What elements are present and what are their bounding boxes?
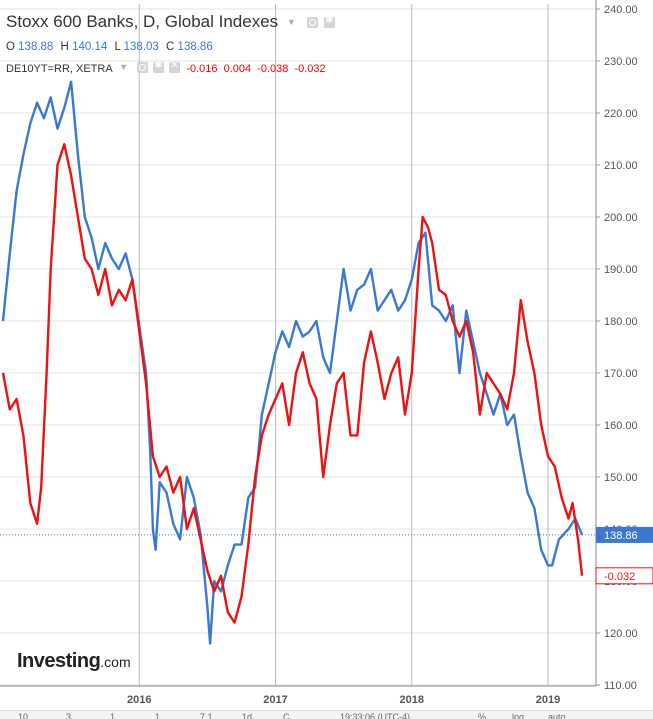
last-value-label: -0.032 (604, 571, 635, 583)
high-value: 140.14 (72, 41, 108, 53)
y-tick-label: 160.00 (604, 420, 638, 432)
y-tick-label: 170.00 (604, 368, 638, 380)
open-value: 138.88 (18, 41, 54, 53)
y-tick-label: 110.00 (604, 680, 637, 692)
title-dropdown-icon[interactable]: ▼ (286, 17, 296, 27)
chart-title-row: Stoxx 600 Banks, D, Global Indexes ▼ (6, 12, 336, 32)
y-tick-label: 190.00 (604, 264, 638, 276)
bottom-toolbar-item[interactable]: C (283, 712, 290, 719)
y-tick-label: 180.00 (604, 316, 638, 328)
last-value-label: 138.86 (604, 530, 638, 542)
indicator-settings-icon[interactable] (153, 60, 165, 73)
x-tick-label: 2018 (400, 694, 424, 706)
indicator-close-icon[interactable] (169, 60, 181, 73)
indicator-value-1: -0.016 (186, 63, 218, 75)
y-tick-label: 230.00 (604, 56, 638, 68)
y-tick-label: 120.00 (604, 628, 638, 640)
y-tick-label: 150.00 (604, 472, 638, 484)
y-tick-label: 240.00 (604, 4, 638, 16)
indicator-value-4: -0.032 (294, 63, 326, 75)
series-line-de10yt (1, 143, 584, 624)
indicator-visibility-icon[interactable] (137, 62, 149, 73)
ohlc-row: O 138.88 H 140.14 L 138.03 C 138.86 (6, 41, 217, 53)
settings-icon[interactable] (324, 15, 336, 28)
bottom-toolbar: 10 3 1 1 7.1 1d C 19:33:06 (UTC-4)% log auto (0, 710, 653, 719)
x-tick-label: 2016 (127, 694, 151, 706)
low-value: 138.03 (123, 41, 159, 53)
x-tick-label: 2017 (263, 694, 287, 706)
bottom-toolbar-item[interactable]: auto (548, 712, 566, 719)
x-tick-label: 2019 (536, 694, 560, 706)
bottom-toolbar-item[interactable]: 1 (110, 712, 116, 719)
bottom-toolbar-item[interactable]: 1 (155, 712, 161, 719)
bottom-toolbar-item[interactable]: log (512, 712, 525, 719)
indicator-value-3: -0.038 (257, 63, 289, 75)
chart-title: Stoxx 600 Banks, D, Global Indexes (6, 12, 279, 31)
bottom-toolbar-item[interactable]: 1d (242, 712, 253, 719)
investing-logo: Investing.com (17, 650, 131, 672)
y-tick-label: 200.00 (604, 212, 638, 224)
indicator-dropdown-icon[interactable]: ▼ (119, 62, 129, 72)
last-value-badge (596, 526, 653, 543)
high-label: H (60, 41, 69, 53)
close-value: 138.86 (177, 41, 213, 53)
last-value-badge (595, 567, 653, 585)
low-label: L (114, 41, 121, 53)
series-line-stoxx600-banks (1, 80, 584, 645)
close-label: C (166, 41, 175, 53)
visibility-icon[interactable] (306, 17, 318, 28)
y-tick-label: 220.00 (604, 108, 638, 120)
bottom-toolbar-item[interactable]: 7.1 (200, 712, 213, 719)
indicator-name: DE10YT=RR, XETRA (6, 63, 113, 75)
y-tick-label: 210.00 (604, 160, 638, 172)
bottom-toolbar-item[interactable]: 19:33:06 (UTC-4) (340, 712, 411, 719)
bottom-toolbar-item[interactable]: % (478, 712, 487, 719)
bottom-toolbar-item[interactable]: 10 (18, 712, 29, 719)
indicator-value-2: 0.004 (223, 63, 252, 75)
bottom-toolbar-item[interactable]: 3 (66, 712, 72, 719)
open-label: O (6, 41, 15, 53)
indicator-row: DE10YT=RR, XETRA ▼ -0.016 0.004 -0.038 -… (6, 60, 326, 75)
